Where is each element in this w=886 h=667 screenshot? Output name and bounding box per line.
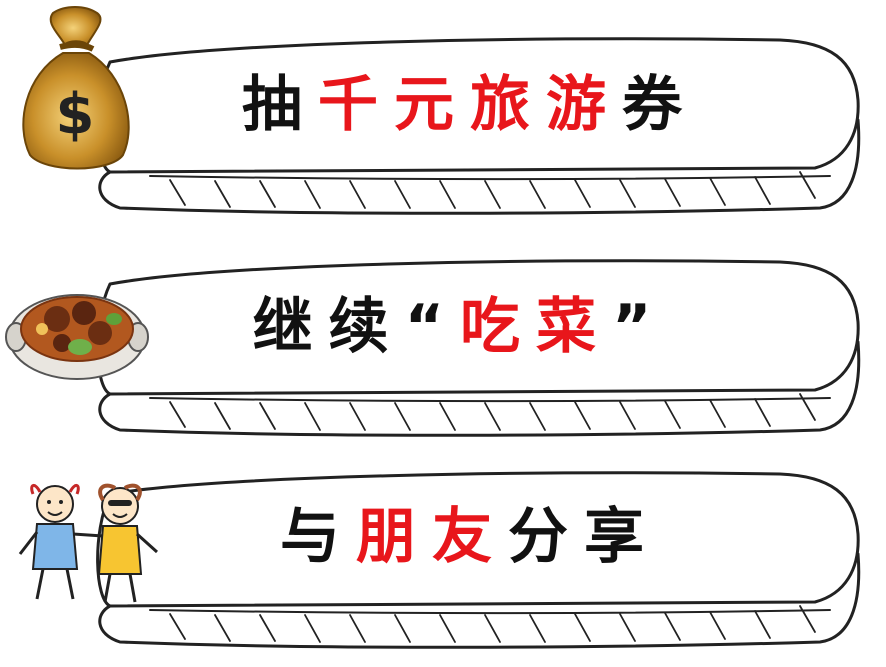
text-segment: 与 — [280, 502, 356, 572]
text-segment-highlight: 吃菜 — [460, 292, 612, 362]
kids-holding-hands-icon — [18, 483, 159, 603]
text-segment: 券 — [622, 70, 698, 140]
text-segment-highlight: 千元旅游 — [318, 70, 622, 140]
banner-share-with-friends[interactable]: 与朋友分享 — [0, 444, 886, 666]
food-pot-icon — [5, 294, 149, 380]
svg-text:$: $ — [56, 82, 95, 147]
quote-open: “ — [404, 292, 460, 362]
banner-outline — [96, 37, 861, 215]
banner-travel-voucher[interactable]: $ 抽千元旅游券 — [0, 0, 886, 222]
text-segment: 继续 — [252, 292, 405, 362]
quote-close: ” — [612, 292, 668, 362]
text-segment-highlight: 朋友 — [356, 502, 508, 572]
banner-outline — [96, 259, 861, 437]
banner-text-share-with-friends: 与朋友分享 — [170, 502, 770, 572]
banner-keep-eating[interactable]: 继续“吃菜” — [0, 222, 886, 444]
text-segment: 抽 — [242, 70, 318, 140]
banner-text-travel-voucher: 抽千元旅游券 — [170, 70, 770, 140]
money-bag-icon: $ — [22, 6, 130, 170]
banner-text-keep-eating: 继续“吃菜” — [160, 292, 760, 362]
text-segment: 分享 — [508, 502, 660, 572]
